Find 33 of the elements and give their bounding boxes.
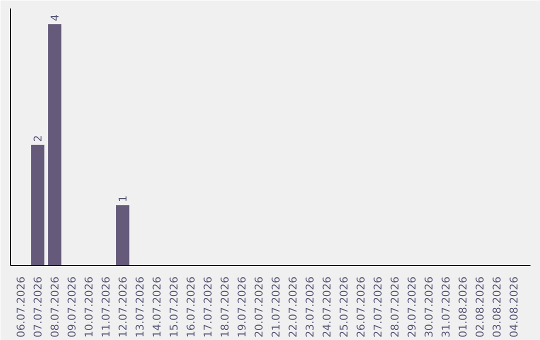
x-tick-label: 24.07.2026 bbox=[320, 276, 334, 338]
x-tick-label: 22.07.2026 bbox=[286, 276, 300, 338]
x-tick-label: 07.07.2026 bbox=[32, 276, 45, 338]
x-tick-label: 06.07.2026 bbox=[14, 276, 28, 338]
x-tick-label: 21.07.2026 bbox=[270, 276, 283, 338]
x-tick-label: 15.07.2026 bbox=[168, 276, 181, 338]
x-tick-label: 04.08.2026 bbox=[508, 276, 521, 338]
x-tick-label: 31.07.2026 bbox=[440, 276, 453, 338]
x-tick-label: 20.07.2026 bbox=[252, 276, 266, 338]
x-tick-label: 03.08.2026 bbox=[490, 276, 504, 338]
x-tick-label: 28.07.2026 bbox=[388, 276, 402, 338]
x-tick-label: 29.07.2026 bbox=[406, 276, 419, 338]
data-label: 4 bbox=[48, 14, 62, 22]
x-tick-label: 30.07.2026 bbox=[422, 276, 436, 338]
x-tick-label: 14.07.2026 bbox=[150, 276, 164, 338]
x-tick-label: 23.07.2026 bbox=[304, 276, 317, 338]
x-tick-label: 12.07.2026 bbox=[116, 276, 130, 338]
x-tick-label: 16.07.2026 bbox=[184, 276, 198, 338]
x-tick-label: 02.08.2026 bbox=[474, 276, 487, 338]
data-label: 1 bbox=[116, 195, 130, 202]
x-tick-label: 19.07.2026 bbox=[236, 276, 249, 338]
x-tick-label: 08.07.2026 bbox=[48, 276, 62, 338]
x-tick-label: 18.07.2026 bbox=[218, 276, 232, 338]
x-tick-label: 13.07.2026 bbox=[134, 276, 147, 338]
data-label: 2 bbox=[32, 135, 45, 142]
x-tick-label: 01.08.2026 bbox=[456, 276, 470, 338]
x-tick-label: 26.07.2026 bbox=[354, 276, 368, 338]
x-tick-label: 17.07.2026 bbox=[202, 276, 215, 338]
x-tick-label: 09.07.2026 bbox=[66, 276, 79, 338]
x-tick-label: 10.07.2026 bbox=[82, 276, 96, 338]
x-tick-label: 27.07.2026 bbox=[372, 276, 385, 338]
x-tick-label: 11.07.2026 bbox=[100, 276, 113, 338]
x-tick-label: 25.07.2026 bbox=[338, 276, 351, 338]
